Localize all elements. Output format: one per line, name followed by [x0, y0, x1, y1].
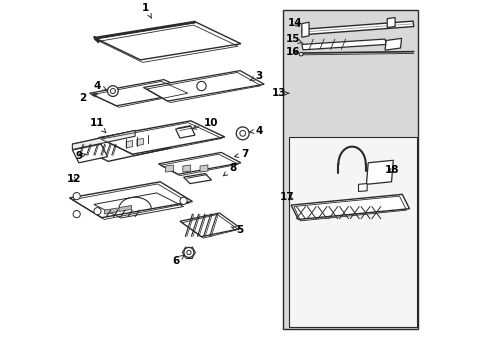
Text: 7: 7 [234, 149, 248, 159]
Text: 5: 5 [231, 225, 244, 235]
Text: 4: 4 [93, 81, 106, 91]
Text: 6: 6 [172, 255, 184, 266]
Text: 10: 10 [192, 118, 218, 129]
Polygon shape [96, 22, 241, 60]
Text: 13: 13 [271, 88, 288, 98]
Circle shape [299, 52, 303, 56]
Text: 16: 16 [285, 46, 300, 57]
Text: 9: 9 [76, 150, 86, 161]
Polygon shape [358, 184, 366, 192]
Circle shape [183, 247, 194, 257]
Polygon shape [72, 144, 107, 163]
Polygon shape [200, 165, 207, 172]
Circle shape [94, 208, 101, 215]
Text: 3: 3 [249, 71, 262, 81]
Polygon shape [290, 194, 408, 220]
Circle shape [107, 86, 118, 96]
Circle shape [180, 197, 187, 204]
Polygon shape [158, 152, 241, 174]
Text: 2: 2 [80, 93, 97, 103]
Polygon shape [69, 182, 192, 218]
Polygon shape [137, 138, 143, 145]
Circle shape [73, 211, 80, 218]
Text: 17: 17 [279, 192, 293, 202]
Text: 18: 18 [384, 165, 399, 175]
Polygon shape [301, 21, 413, 35]
Circle shape [236, 127, 249, 140]
Polygon shape [119, 206, 131, 212]
Polygon shape [301, 22, 308, 37]
Polygon shape [180, 213, 241, 237]
Text: 8: 8 [223, 163, 236, 176]
Polygon shape [99, 121, 224, 154]
Polygon shape [89, 80, 190, 106]
Polygon shape [384, 39, 401, 50]
Polygon shape [143, 71, 264, 101]
Polygon shape [289, 137, 416, 327]
Polygon shape [283, 10, 418, 329]
Circle shape [73, 193, 80, 200]
Polygon shape [72, 131, 135, 149]
Polygon shape [175, 126, 195, 138]
Polygon shape [183, 174, 211, 184]
Polygon shape [104, 208, 117, 214]
Polygon shape [183, 165, 190, 172]
Polygon shape [165, 165, 173, 172]
Text: 14: 14 [287, 18, 302, 28]
Polygon shape [301, 39, 386, 50]
Polygon shape [126, 140, 132, 148]
Text: 4: 4 [249, 126, 262, 135]
Polygon shape [386, 18, 394, 28]
Circle shape [196, 81, 206, 91]
Text: 11: 11 [89, 118, 105, 133]
Polygon shape [72, 131, 171, 161]
Polygon shape [366, 160, 392, 184]
Text: 15: 15 [285, 34, 303, 44]
Text: 1: 1 [142, 3, 151, 18]
Text: 12: 12 [67, 174, 81, 184]
